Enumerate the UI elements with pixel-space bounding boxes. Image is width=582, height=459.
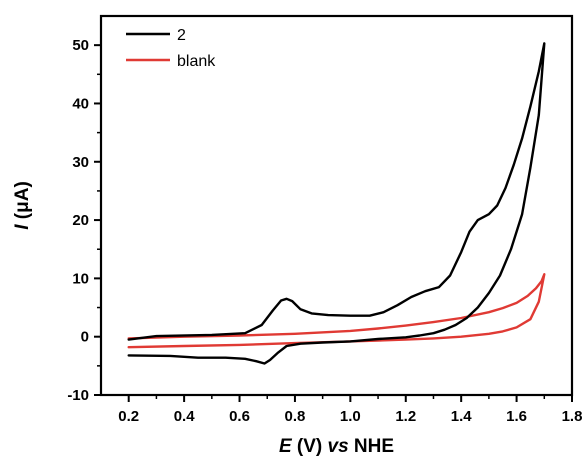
x-axis-title-symbol: E (279, 436, 293, 457)
x-axis-title-ref: NHE (349, 436, 394, 457)
x-tick-label: 0.2 (118, 408, 139, 425)
y-tick-label: 10 (72, 270, 89, 287)
legend-label-2: 2 (177, 27, 186, 44)
series-line-blank (127, 273, 546, 349)
legend-label-blank: blank (177, 53, 216, 70)
x-tick-label: 0.8 (285, 408, 306, 425)
legend: 2 blank (126, 27, 216, 70)
plot-frame (99, 14, 574, 397)
x-axis-title: E (V) vs NHE (279, 436, 394, 457)
x-axis-title-vs: vs (328, 436, 349, 457)
x-tick-label: 1.0 (340, 408, 361, 425)
y-axis-title: I (μA) (12, 181, 33, 230)
y-axis-title-unit: (μA) (12, 181, 33, 224)
tick-labels: 0.2 0.4 0.6 0.8 1.0 1.2 1.4 1.6 1.8 -10 0 10 20 30 40 5… (67, 37, 582, 425)
x-tick-label: 0.4 (174, 408, 196, 425)
x-tick-label: 0.6 (229, 408, 250, 425)
x-tick-label: 1.8 (562, 408, 582, 425)
y-axis-title-symbol: I (12, 224, 33, 230)
axis-ticks (94, 44, 573, 402)
x-tick-label: 1.4 (451, 408, 473, 425)
series-lines (127, 42, 546, 365)
x-tick-label: 1.6 (506, 408, 527, 425)
y-tick-label: 0 (81, 329, 89, 346)
y-tick-label: -10 (67, 387, 89, 404)
x-tick-label: 1.2 (395, 408, 416, 425)
y-tick-label: 30 (72, 154, 89, 171)
y-tick-label: 40 (72, 95, 89, 112)
y-tick-label: 50 (72, 37, 89, 54)
x-axis-title-unit: (V) (292, 436, 328, 457)
series-line-2 (127, 42, 546, 365)
y-tick-label: 20 (72, 212, 89, 229)
